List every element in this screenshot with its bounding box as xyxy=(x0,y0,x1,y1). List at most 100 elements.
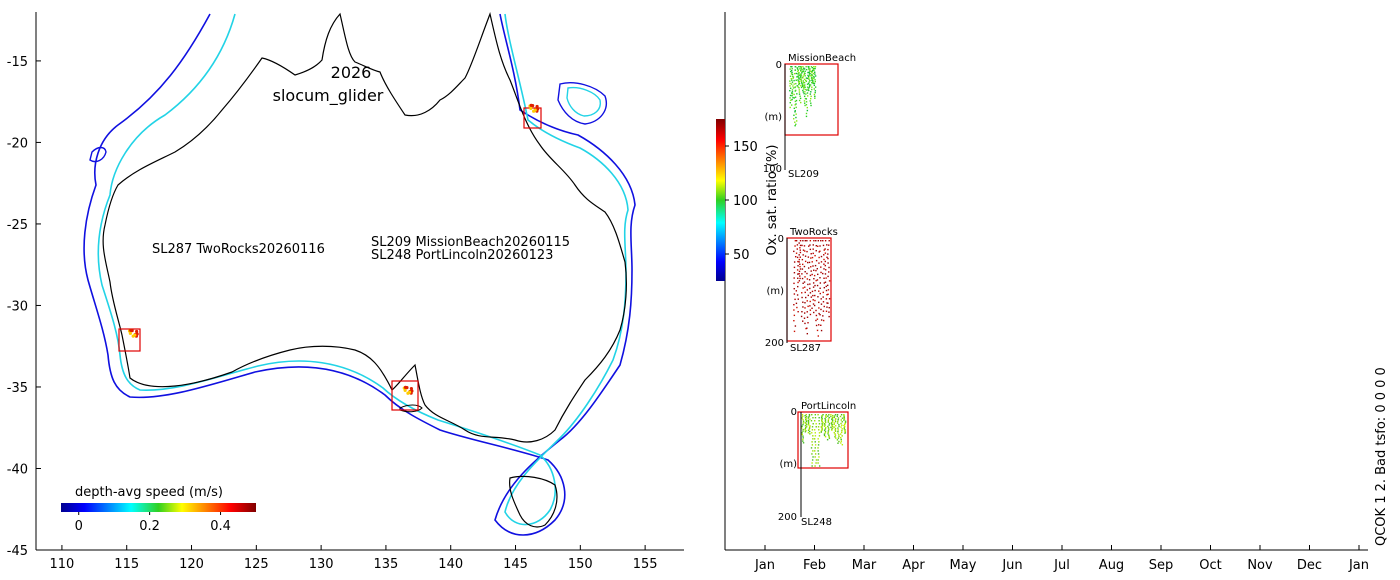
profile-sample-point xyxy=(799,244,802,247)
profile-sample-point xyxy=(802,282,804,285)
profile-sample-point xyxy=(823,258,825,261)
profile-sample-point xyxy=(812,303,815,305)
profile-sample-point xyxy=(844,431,847,433)
profile-sample-point xyxy=(802,263,804,266)
profile-sample-point xyxy=(825,414,827,416)
profile-sample-point xyxy=(824,417,826,420)
speed-colorbar-ticks: 0 0.2 0.4 xyxy=(75,512,231,534)
profile-sample-point xyxy=(794,110,796,112)
profile-sample-point xyxy=(798,273,800,275)
profile-sample-point xyxy=(821,418,823,420)
profile-sample-point xyxy=(823,254,825,256)
profile-sample-point xyxy=(811,432,813,434)
profile-sample-point xyxy=(802,86,805,88)
profile-sample-point xyxy=(789,82,791,85)
profile-sample-point xyxy=(813,269,815,271)
deep-isobath-outline xyxy=(83,13,636,536)
profile-sample-point xyxy=(793,118,795,120)
profile-sample-point xyxy=(828,416,830,419)
profile-sample-point xyxy=(811,78,813,81)
profile-sample-point xyxy=(805,419,807,421)
profile-glider-label: SL287 xyxy=(790,343,821,354)
profile-sample-point xyxy=(832,414,834,417)
profile-sample-point xyxy=(814,75,817,77)
profile-sample-point xyxy=(798,81,800,83)
profile-site-label: TwoRocks xyxy=(789,227,838,238)
profile-sample-point xyxy=(797,69,799,71)
profile-sample-point xyxy=(819,282,822,284)
profile-sample-point xyxy=(797,80,800,82)
profile-panel-portlincoln: PortLincoln 0 (m) 200 SL248 xyxy=(778,401,856,528)
profile-sample-point xyxy=(805,427,807,429)
profile-sample-point xyxy=(817,245,819,248)
profile-sample-point xyxy=(808,414,811,416)
profile-sample-point xyxy=(819,287,821,289)
profile-sample-point xyxy=(793,282,795,285)
profile-sample-point xyxy=(798,242,800,244)
profile-sample-point xyxy=(815,319,817,322)
profile-sample-point xyxy=(812,299,814,301)
profile-sample-point xyxy=(818,435,821,437)
profile-sample-point xyxy=(803,317,806,319)
profile-sample-point xyxy=(828,280,831,282)
profile-sample-point xyxy=(814,90,817,92)
speed-colorbar-tick-label: 0.4 xyxy=(210,519,231,534)
profile-sample-point xyxy=(814,78,816,81)
profile-sample-point xyxy=(811,79,813,82)
profile-sample-point xyxy=(789,87,792,89)
profile-sample-point xyxy=(804,70,806,72)
profile-sample-point xyxy=(825,426,827,429)
profile-sample-point xyxy=(831,416,834,419)
profile-sample-point xyxy=(805,414,807,416)
profile-sample-point xyxy=(841,435,843,437)
profile-sample-point xyxy=(833,426,835,428)
profile-sample-point xyxy=(804,97,807,100)
profile-sample-point xyxy=(807,74,809,77)
profile-sample-point xyxy=(804,302,806,304)
profile-sample-point xyxy=(802,422,805,424)
profile-sample-point xyxy=(807,75,810,78)
profile-sample-point xyxy=(806,240,808,242)
profile-sample-point xyxy=(838,425,840,428)
profile-sample-point xyxy=(814,435,817,437)
profile-sample-point xyxy=(818,290,820,292)
profile-sample-point xyxy=(793,293,796,295)
profile-sample-point xyxy=(798,280,801,282)
profile-sample-point xyxy=(807,294,810,297)
profile-sample-point xyxy=(822,272,824,275)
profile-sample-point xyxy=(804,72,806,75)
profile-sample-point xyxy=(802,254,804,256)
profile-sample-point xyxy=(824,273,827,275)
profile-sample-point xyxy=(792,87,795,89)
profile-sample-point xyxy=(813,274,816,277)
glider-position-marker xyxy=(403,385,408,389)
profile-sample-point xyxy=(828,244,830,246)
profile-sample-point xyxy=(815,324,818,327)
map-y-ticks: -15 -20 -25 -30 -35 -40 -45 xyxy=(7,55,41,559)
profile-sample-point xyxy=(799,74,801,76)
profile-sample-point xyxy=(812,248,814,250)
profile-sample-point xyxy=(834,433,836,435)
profile-sample-point xyxy=(812,79,814,82)
profile-sample-point xyxy=(797,73,799,75)
profile-sample-point xyxy=(843,416,845,418)
profile-sample-point xyxy=(820,430,823,432)
profile-sample-point xyxy=(809,309,812,311)
profile-sample-point xyxy=(821,428,823,430)
profile-sample-point xyxy=(806,278,809,280)
map-x-tick-label: 125 xyxy=(244,557,269,572)
profile-sample-point xyxy=(811,70,813,73)
profile-sample-point xyxy=(843,414,845,416)
profile-sample-point xyxy=(806,106,809,109)
profile-sample-point xyxy=(815,279,817,282)
profile-sample-point xyxy=(813,240,815,242)
glider-position-marker xyxy=(409,386,413,391)
timeline-panel: Jan Feb Mar Apr May Jun Jul Aug Sep Oct Nov Dec Jan … xyxy=(716,12,1389,573)
profile-sample-point xyxy=(793,303,795,306)
profile-sample-point xyxy=(804,79,807,82)
profile-sample-point xyxy=(827,419,830,422)
profile-sample-point xyxy=(801,311,803,313)
profile-sample-point xyxy=(801,427,803,429)
profile-sample-point xyxy=(805,426,808,428)
profile-sample-point xyxy=(844,423,846,426)
